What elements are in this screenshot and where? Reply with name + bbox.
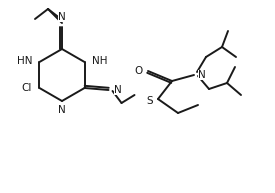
- Text: HN: HN: [17, 56, 32, 66]
- Text: O: O: [135, 66, 143, 76]
- Text: Cl: Cl: [21, 83, 31, 93]
- Text: NH: NH: [92, 56, 107, 66]
- Text: N: N: [58, 105, 66, 115]
- Text: S: S: [146, 96, 153, 106]
- Text: N: N: [58, 12, 66, 22]
- Text: N: N: [198, 70, 206, 80]
- Text: N: N: [114, 85, 121, 95]
